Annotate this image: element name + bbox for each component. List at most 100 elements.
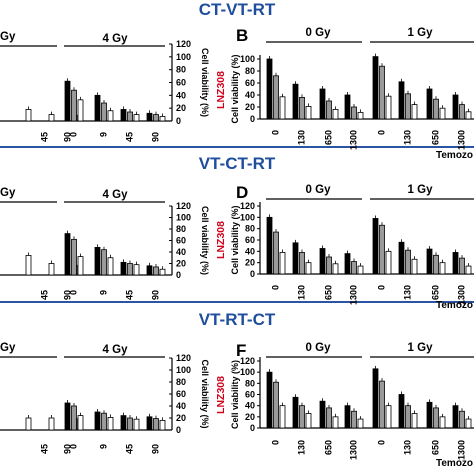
bar-black <box>292 242 299 275</box>
bar-white <box>25 255 32 276</box>
bar-black <box>146 265 153 276</box>
bar-white <box>279 96 286 120</box>
x-tick-label: 90 <box>62 132 72 142</box>
bar-white <box>107 416 114 431</box>
bar-white <box>357 265 364 275</box>
x-tick-label: 0 <box>270 130 280 135</box>
bar-white <box>357 112 364 120</box>
y-tick-label: 0 <box>250 114 255 124</box>
y-tick-label: 120 <box>176 353 191 363</box>
bar-grey <box>273 75 279 120</box>
x-tick-label: 0 <box>376 285 386 290</box>
bar-white <box>332 109 339 120</box>
bar-black <box>398 241 405 275</box>
x-tick-label: 0 <box>270 440 280 445</box>
group-label: 4 Gy <box>103 344 129 356</box>
x-axis-label: Temozo <box>436 150 473 161</box>
bar-grey <box>405 405 411 429</box>
bar-black <box>372 368 379 429</box>
y-tick-label: 60 <box>245 390 255 400</box>
bar-white <box>77 99 84 122</box>
x-tick-label: 1300 <box>348 285 358 305</box>
y-tick-label: 60 <box>176 78 186 88</box>
bar-black <box>344 405 351 429</box>
y-tick-label: 100 <box>240 54 255 64</box>
bar-white <box>411 258 418 275</box>
bar-white <box>439 107 446 120</box>
x-tick-label: 1300 <box>348 130 358 150</box>
bar-grey <box>379 224 385 275</box>
bar-grey <box>299 97 305 120</box>
y-tick-label: 120 <box>240 201 255 211</box>
x-axis-label: Temozo <box>436 300 473 311</box>
panel-letter-f: F <box>236 341 246 360</box>
bar-grey <box>127 417 133 431</box>
x-tick-label: 0 <box>376 440 386 445</box>
bar-white <box>465 418 472 429</box>
x-tick-label: 0 <box>68 290 78 295</box>
group-label: 1 Gy <box>408 342 434 354</box>
bar-white <box>385 95 392 120</box>
bar-white <box>279 252 286 275</box>
x-tick-label: 90 <box>150 444 160 454</box>
bar-black <box>292 83 299 120</box>
panel-letter-d: D <box>236 183 248 202</box>
y-tick-label: 0 <box>250 423 255 433</box>
y-tick-label: 60 <box>245 78 255 88</box>
y-tick-label: 20 <box>245 102 255 112</box>
bar-grey <box>326 407 332 429</box>
y-tick-label: 80 <box>245 66 255 76</box>
x-tick-label: 90 <box>62 290 72 300</box>
bar-white <box>439 416 446 429</box>
bar-black <box>292 396 299 429</box>
group-label: 1 Gy <box>408 184 434 196</box>
bar-white <box>305 262 312 275</box>
bar-black <box>426 401 433 429</box>
bar-white <box>133 264 140 276</box>
bar-white <box>77 256 84 276</box>
bar-black <box>319 88 326 120</box>
bar-white <box>159 268 166 276</box>
bar-white <box>411 104 418 120</box>
y-tick-label: 0 <box>176 425 181 435</box>
bar-black <box>398 394 405 429</box>
x-tick-label: 9 <box>98 132 108 137</box>
y-axis-label: Cell viability (%) <box>200 206 210 275</box>
bar-grey <box>273 231 279 275</box>
y-axis-label: Cell viability (%) <box>230 360 240 429</box>
y-tick-label: 20 <box>176 413 186 423</box>
bar-black <box>452 94 459 120</box>
x-tick-label: 45 <box>39 132 49 142</box>
y-tick-label: 60 <box>245 235 255 245</box>
y-tick-label: 40 <box>176 401 186 411</box>
bar-black <box>372 56 379 120</box>
bar-black <box>398 81 405 120</box>
group-label: 0 Gy <box>306 184 332 196</box>
bar-black <box>452 252 459 275</box>
y-axis-label: Cell viability (%) <box>230 54 240 123</box>
x-tick-label: 1300 <box>456 285 466 305</box>
cell-line-label: LNZ308 <box>215 376 227 414</box>
bar-grey <box>101 102 107 122</box>
y-axis-label: Cell viability (%) <box>200 48 210 117</box>
y-tick-label: 20 <box>176 103 186 113</box>
y-tick-label: 120 <box>176 201 191 211</box>
x-tick-label: 1300 <box>456 130 466 150</box>
x-axis-label: Temozo <box>436 458 473 469</box>
bar-grey <box>71 405 77 431</box>
bar-white <box>48 114 55 122</box>
y-tick-label: 100 <box>176 213 191 223</box>
bar-grey <box>405 93 411 120</box>
x-tick-label: 45 <box>39 290 49 300</box>
bar-black <box>372 218 379 275</box>
y-tick-label: 60 <box>176 236 186 246</box>
bar-grey <box>326 100 332 120</box>
bar-black <box>344 253 351 275</box>
y-tick-label: 100 <box>240 212 255 222</box>
x-tick-label: 650 <box>430 130 440 145</box>
bar-grey <box>433 407 439 429</box>
bar-black <box>120 415 127 431</box>
y-tick-label: 120 <box>240 356 255 366</box>
x-tick-label: 1300 <box>456 440 466 460</box>
y-tick-label: 60 <box>176 389 186 399</box>
